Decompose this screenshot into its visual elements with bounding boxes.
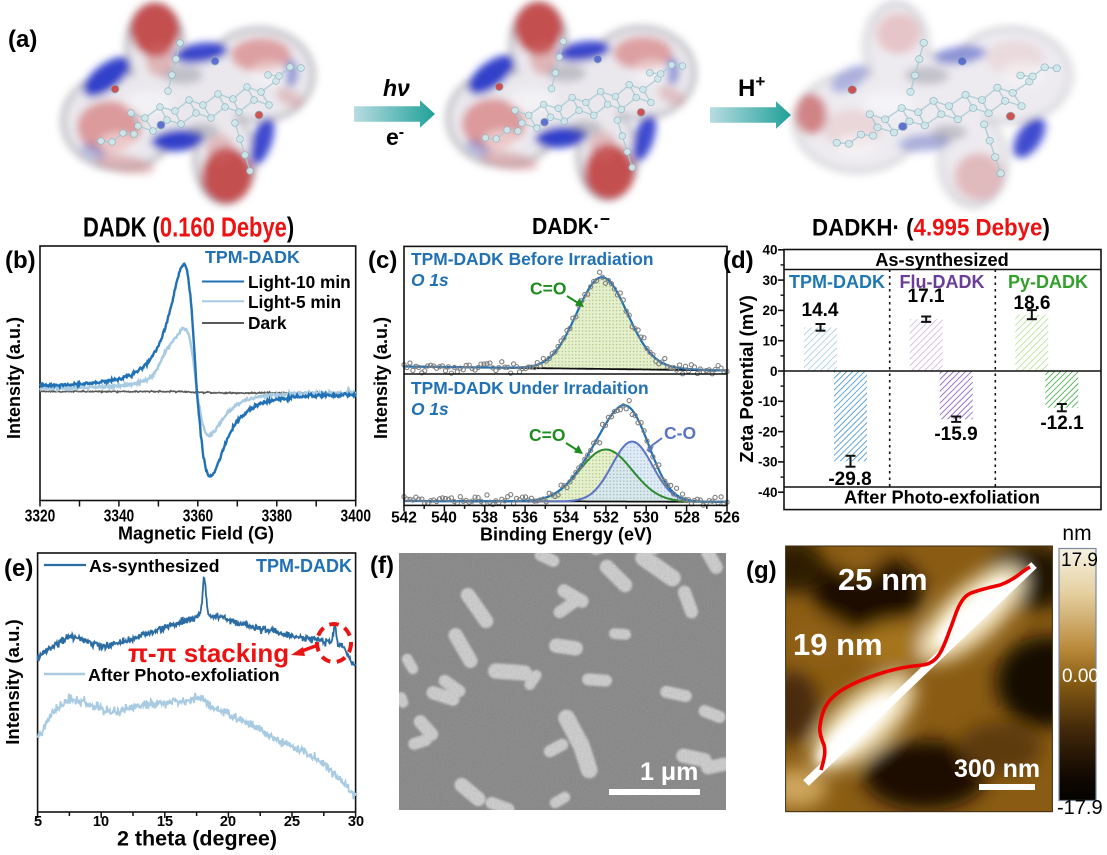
svg-text:Intensity (a.u.): Intensity (a.u.) (371, 317, 391, 439)
svg-text:30: 30 (762, 273, 777, 288)
svg-text:nm: nm (1062, 522, 1091, 545)
svg-text:17.1: 17.1 (908, 286, 945, 307)
svg-text:e-: e- (386, 124, 404, 150)
svg-text:17.9: 17.9 (1061, 550, 1098, 571)
svg-text:528: 528 (674, 509, 700, 526)
svg-text:18.6: 18.6 (1014, 293, 1051, 314)
svg-text:10: 10 (93, 814, 109, 830)
svg-text:542: 542 (391, 509, 417, 526)
svg-text:(b): (b) (5, 247, 36, 274)
svg-text:TPM-DADK: TPM-DADK (205, 247, 300, 267)
svg-text:Light-5 min: Light-5 min (248, 292, 341, 312)
svg-text:536: 536 (512, 509, 538, 526)
svg-text:526: 526 (714, 509, 740, 526)
svg-text:3320: 3320 (25, 506, 56, 526)
svg-text:1 μm: 1 μm (640, 758, 698, 786)
svg-text:540: 540 (431, 509, 457, 526)
svg-text:530: 530 (633, 509, 659, 526)
svg-text:-30: -30 (758, 455, 778, 470)
svg-text:20: 20 (762, 303, 777, 318)
svg-text:Dark: Dark (248, 313, 287, 333)
svg-text:As-synthesized: As-synthesized (89, 556, 219, 576)
svg-text:O 1s: O 1s (411, 270, 449, 290)
svg-text:DADK (0.160 Debye): DADK (0.160 Debye) (83, 212, 294, 243)
svg-text:(a): (a) (8, 26, 37, 53)
svg-text:40: 40 (762, 243, 777, 258)
svg-text:TPM-DADK: TPM-DADK (256, 556, 352, 576)
svg-text:(e): (e) (4, 555, 33, 582)
svg-text:20: 20 (220, 814, 236, 830)
svg-text:-20: -20 (758, 424, 778, 439)
svg-text:19 nm: 19 nm (793, 627, 883, 662)
svg-text:10: 10 (762, 334, 777, 349)
svg-text:After Photo-exfoliation: After Photo-exfoliation (844, 488, 1040, 508)
svg-text:3400: 3400 (341, 506, 372, 526)
svg-text:3340: 3340 (104, 506, 135, 526)
svg-text:-29.8: -29.8 (828, 469, 871, 490)
svg-text:30: 30 (348, 814, 364, 830)
svg-text:(f): (f) (370, 552, 394, 579)
svg-text:3380: 3380 (262, 506, 293, 526)
svg-text:TPM-DADK Under Irradaition: TPM-DADK Under Irradaition (411, 378, 649, 398)
svg-text:Py-DADK: Py-DADK (1008, 272, 1088, 292)
svg-text:Intensity (a.u.): Intensity (a.u.) (2, 619, 23, 744)
svg-text:As-synthesized: As-synthesized (875, 250, 1008, 270)
svg-text:O 1s: O 1s (411, 399, 449, 419)
svg-text:After Photo-exfoliation: After Photo-exfoliation (88, 665, 280, 685)
svg-text:538: 538 (472, 509, 498, 526)
svg-text:TPM-DADK Before Irradiation: TPM-DADK Before Irradiation (411, 249, 654, 269)
svg-text:Magnetic Field (G): Magnetic Field (G) (118, 524, 274, 544)
svg-text:C=O: C=O (529, 425, 565, 445)
svg-text:-10: -10 (758, 394, 778, 409)
svg-text:5: 5 (34, 814, 42, 830)
svg-text:534: 534 (553, 509, 579, 526)
svg-text:C=O: C=O (530, 279, 566, 299)
svg-text:0: 0 (770, 364, 778, 379)
svg-text:Binding Energy (eV): Binding Energy (eV) (480, 525, 652, 545)
svg-text:Light-10 min: Light-10 min (248, 272, 351, 292)
svg-text:TPM-DADK: TPM-DADK (789, 272, 885, 292)
svg-text:C-O: C-O (664, 423, 696, 443)
svg-text:Flu-DADK: Flu-DADK (900, 272, 985, 292)
svg-text:(g): (g) (746, 557, 777, 584)
svg-text:π-π stacking: π-π stacking (128, 638, 289, 668)
svg-text:0.00: 0.00 (1062, 666, 1099, 687)
svg-text:-40: -40 (758, 485, 778, 500)
svg-text:15: 15 (157, 814, 173, 830)
svg-text:14.4: 14.4 (802, 300, 839, 321)
svg-text:25 nm: 25 nm (838, 562, 928, 597)
svg-text:3360: 3360 (183, 506, 214, 526)
svg-text:(d): (d) (723, 247, 754, 274)
svg-text:H+: H+ (738, 72, 765, 102)
svg-text:Intensity (a.u.): Intensity (a.u.) (4, 317, 24, 439)
svg-text:DADKH· (4.995 Debye): DADKH· (4.995 Debye) (812, 214, 1050, 241)
svg-text:(c): (c) (368, 247, 397, 274)
svg-text:532: 532 (593, 509, 619, 526)
svg-text:Zeta Potential (mV): Zeta Potential (mV) (736, 295, 757, 463)
svg-text:hν: hν (383, 75, 410, 101)
svg-text:2 theta (degree): 2 theta (degree) (117, 827, 277, 851)
svg-text:300 nm: 300 nm (954, 755, 1040, 783)
svg-text:-15.9: -15.9 (934, 424, 977, 445)
svg-text:25: 25 (284, 814, 300, 830)
svg-text:-17.9: -17.9 (1057, 797, 1103, 819)
svg-text:DADK·–: DADK·– (532, 207, 610, 239)
svg-text:-12.1: -12.1 (1040, 413, 1084, 434)
